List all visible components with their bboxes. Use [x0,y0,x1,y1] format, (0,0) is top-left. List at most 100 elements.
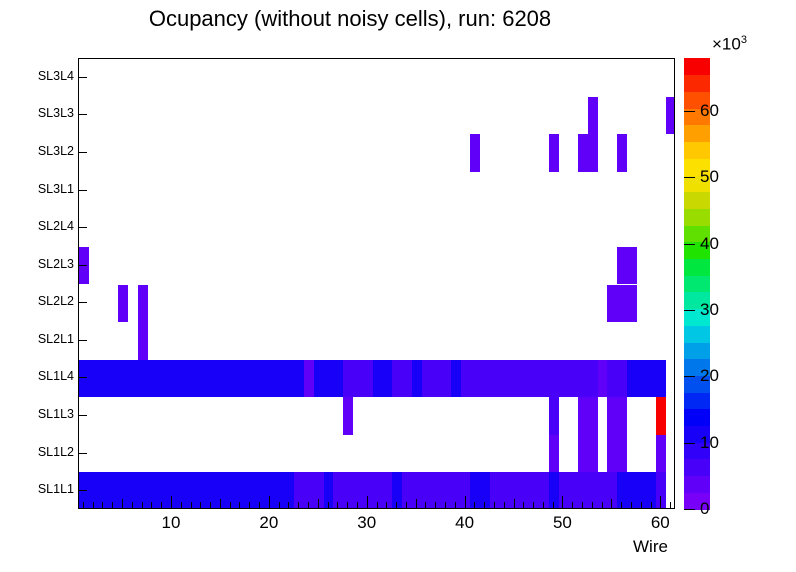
heatmap-cell [470,472,491,508]
y-axis-tick-label-sl3l2: SL3L2 [37,143,74,158]
x-axis-tick-label-50: 50 [552,513,572,532]
x-axis-tick [523,502,524,508]
x-axis-tick [602,502,603,508]
x-axis-tick [132,502,133,508]
x-axis-tick [308,502,309,508]
x-axis-tick [543,502,544,508]
plot-frame [78,58,675,509]
heatmap-cell [627,359,667,398]
heatmap-cell [578,434,598,473]
heatmap-cell [656,472,667,508]
x-axis-tick [151,502,152,508]
x-axis-tick [288,502,289,508]
colorbar-tick-label-60: 60 [700,101,719,121]
y-axis-tick [78,302,87,303]
colorbar-segment [684,91,710,109]
colorbar-segment [684,174,710,193]
x-axis-tick [494,502,495,508]
colorbar-segment [684,225,710,243]
x-axis-tick [112,502,113,508]
x-axis-tick [318,499,319,508]
y-axis-tick [78,114,87,115]
x-axis-tick [122,499,123,508]
heatmap-cell [118,284,128,323]
x-axis-tick [181,502,182,508]
colorbar-segment [684,358,710,376]
colorbar-segment [684,341,710,360]
x-axis-tick [533,502,534,508]
x-axis-tick [249,502,250,508]
x-axis-tick [592,502,593,508]
colorbar-tick [684,177,695,178]
heatmap-cell [607,359,628,398]
y-axis-tick-label-sl2l3: SL2L3 [37,256,74,271]
heatmap-cell [617,472,657,508]
y-axis-tick-label-sl3l1: SL3L1 [37,181,74,196]
colorbar-segment [684,74,710,92]
heatmap-cell [548,434,559,473]
x-axis-tick [200,502,201,508]
y-axis-tick [78,490,87,491]
y-axis-tick [78,453,87,454]
x-axis-tick [220,499,221,508]
y-axis-tick [78,190,87,191]
y-axis-labels: SL1L1 SL1L2 SL1L3 SL1L4 SL2L1 SL2L2 SL2L3 SL2L4… [8,0,74,572]
x-axis-tick [210,502,211,508]
colorbar-segment [684,141,710,159]
chart-title: Ocupancy (without noisy cells), run: 620… [148,6,552,31]
colorbar-segment [684,458,710,477]
x-axis-tick [553,502,554,508]
heatmap-cell [597,359,608,398]
x-axis-tick [660,496,661,508]
heatmap-cell [333,472,393,508]
x-axis-tick [582,502,583,508]
heatmap-cell [607,434,628,473]
x-axis-tick [641,502,642,508]
heatmap-cell [421,359,451,398]
heatmap-cell [548,397,559,435]
y-axis-tick-label-sl2l1: SL2L1 [37,331,74,346]
x-axis-tick [259,502,260,508]
x-axis-tick [396,502,397,508]
y-axis-tick [78,265,87,266]
colorbar-segment [684,124,710,143]
heatmap-cell [617,284,637,323]
colorbar-segment [684,408,710,427]
heatmap-cell [548,134,559,172]
heatmap-cell [411,359,422,398]
heatmap-cell [450,359,461,398]
colorbar-segment [684,191,710,209]
colorbar-segment [684,492,710,510]
colorbar-tick-label-0: 0 [700,499,710,518]
x-axis-tick [269,496,270,508]
color-bar [684,58,710,510]
heatmap-cell [617,246,637,285]
x-axis-tick [416,499,417,508]
x-axis-tick [83,502,84,508]
x-axis-tick [377,502,378,508]
x-axis-tick [347,502,348,508]
x-axis-tick [142,502,143,508]
x-axis-title: Wire [633,537,668,556]
heatmap-cell [470,134,481,172]
heatmap-cell [392,359,412,398]
heatmap-cell [666,96,674,135]
x-axis-tick [465,496,466,508]
colorbar-segment [684,308,710,326]
y-axis-tick [78,415,87,416]
colorbar-segment [684,58,710,76]
heatmap-cell [578,134,598,172]
x-axis-tick [435,502,436,508]
heatmap-cell [343,397,354,435]
x-axis-tick [621,502,622,508]
x-axis-tick [93,502,94,508]
colorbar-exponent-base: ×10 [712,34,741,54]
heatmap-cell [607,397,628,435]
heatmap-cells [79,59,674,508]
y-axis-tick-label-sl1l2: SL1L2 [37,444,74,459]
x-axis-tick-label-20: 20 [259,513,279,532]
x-axis-tick [367,496,368,508]
heatmap-cell [313,359,344,398]
x-axis-tick [230,502,231,508]
x-axis-tick [611,499,612,508]
